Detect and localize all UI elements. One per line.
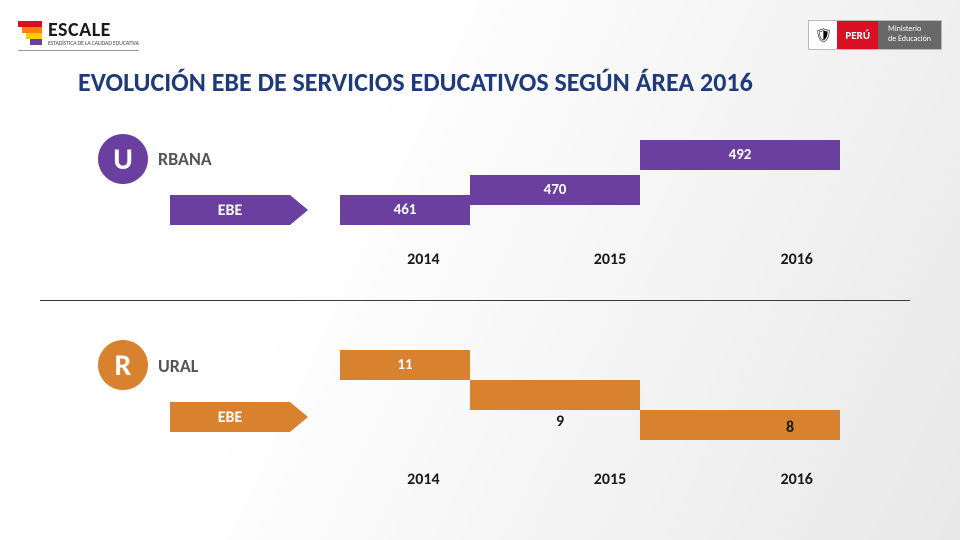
rural-year-2014: 2014 — [330, 470, 517, 489]
ministry-badge: Ministerio de Educación — [878, 21, 941, 49]
shield-icon: 🛡 — [809, 21, 837, 49]
rural-suffix: URAL — [158, 355, 198, 377]
urbana-suffix: RBANA — [158, 148, 212, 170]
urbana-year-2014: 2014 — [330, 250, 517, 269]
escale-subtext: ESTADÍSTICA DE LA CALIDAD EDUCATIVA — [48, 40, 139, 46]
peru-badge: PERÚ — [837, 21, 878, 49]
ministry-line2: de Educación — [888, 35, 931, 45]
page-title: EVOLUCIÓN EBE DE SERVICIOS EDUCATIVOS SE… — [78, 66, 753, 98]
rural-circle: R — [98, 340, 148, 390]
urbana-bar-2016: 492 — [640, 140, 840, 170]
rural-bar-2015 — [470, 380, 640, 410]
section-rural: R URAL EBE 11 9 8 201420152016 — [80, 330, 890, 505]
urbana-year-2016: 2016 — [703, 250, 890, 269]
rural-bar-2014: 11 — [340, 350, 470, 380]
rural-ebe-label: EBE — [170, 402, 290, 432]
urbana-bar-2015: 470 — [470, 175, 640, 205]
rural-value-2016: 8 — [765, 418, 815, 437]
urbana-bar-2014: 461 — [340, 195, 470, 225]
urbana-ebe-label: EBE — [170, 195, 290, 225]
section-divider — [40, 300, 910, 301]
rural-year-row: 201420152016 — [330, 470, 890, 489]
section-urbana: U RBANA EBE 461470492 201420152016 — [80, 120, 890, 295]
urbana-year-row: 201420152016 — [330, 250, 890, 269]
escale-text: ESCALE — [48, 20, 139, 40]
header: ESCALE ESTADÍSTICA DE LA CALIDAD EDUCATI… — [18, 18, 942, 52]
gov-logo: 🛡 PERÚ Ministerio de Educación — [808, 20, 942, 50]
rural-year-2016: 2016 — [703, 470, 890, 489]
rural-ebe-arrow-icon — [290, 402, 308, 432]
escale-stripes-icon — [18, 21, 42, 45]
urbana-year-2015: 2015 — [517, 250, 704, 269]
rural-year-2015: 2015 — [517, 470, 704, 489]
escale-logo: ESCALE ESTADÍSTICA DE LA CALIDAD EDUCATI… — [18, 20, 139, 51]
rural-value-2015: 9 — [535, 412, 585, 431]
urbana-circle: U — [98, 134, 148, 184]
urbana-ebe-arrow-icon — [290, 195, 308, 225]
chart-area: URBANAEBE461470492201420152016 RURALEBE1… — [80, 120, 890, 510]
